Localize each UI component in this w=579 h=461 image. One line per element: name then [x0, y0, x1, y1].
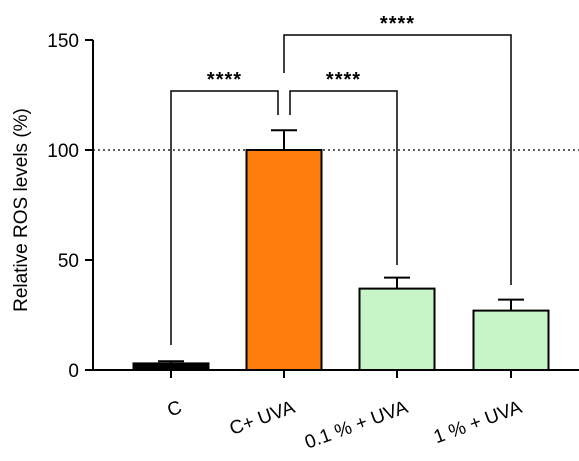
y-axis-title: Relative ROS levels (%) — [11, 108, 32, 312]
y-tick-label: 50 — [58, 251, 79, 272]
category-label: 1 % + UVA — [431, 397, 525, 448]
bar — [472, 309, 550, 372]
bar — [358, 287, 436, 372]
significance-label: **** — [326, 69, 361, 91]
category-label: C+ UVA — [227, 397, 298, 440]
category-label: C — [165, 397, 185, 421]
bar — [132, 362, 210, 371]
significance-label: **** — [380, 13, 415, 35]
bar — [245, 149, 323, 371]
significance-bracket — [289, 90, 398, 265]
y-tick-label: 150 — [47, 31, 79, 52]
y-tick-label: 100 — [47, 141, 79, 162]
significance-label: **** — [207, 69, 242, 91]
significance-bracket — [283, 34, 512, 285]
y-tick-label: 0 — [68, 361, 79, 382]
category-label: 0.1 % + UVA — [302, 397, 411, 454]
significance-bracket — [170, 90, 279, 345]
